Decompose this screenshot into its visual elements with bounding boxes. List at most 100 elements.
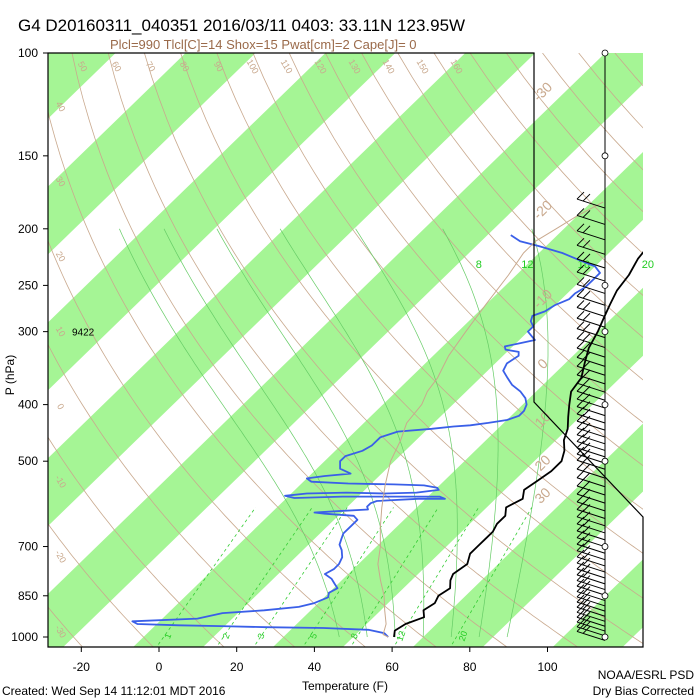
- calm-wind-circle: [601, 281, 609, 289]
- mixing-ratio-line: [156, 507, 256, 647]
- dry-adiabat-label: 50: [76, 60, 90, 74]
- wind-barb-flag: [576, 536, 585, 545]
- series-temperature-line: [393, 251, 643, 638]
- wind-barb-flag: [582, 580, 591, 589]
- moist-adiabat-line: [355, 228, 458, 638]
- wind-barb-flag: [582, 436, 591, 444]
- wind-barb-flag: [582, 557, 591, 566]
- wind-barb: [576, 214, 606, 225]
- wind-barb-flag: [582, 429, 591, 438]
- wind-barb-flag: [576, 609, 585, 618]
- wind-barb-flag: [582, 210, 591, 218]
- dry-adiabat-label: 10: [54, 325, 68, 339]
- wind-barb: [576, 459, 606, 470]
- mixing-ratio-line: [393, 507, 479, 647]
- wind-barb: [576, 468, 606, 479]
- dry-adiabat-line: [397, 53, 643, 339]
- moist-adiabat-label: 12: [521, 259, 533, 271]
- dry-adiabat-label: 90: [212, 60, 226, 74]
- dry-adiabat-label: 70: [144, 60, 158, 74]
- moist-adiabat-line: [279, 228, 425, 637]
- wind-barb-flag: [582, 415, 591, 424]
- wind-barb-flag: [582, 575, 591, 583]
- height-label: 9422: [72, 328, 95, 339]
- wind-barb-flag: [576, 251, 585, 260]
- wind-barb-flag: [576, 375, 585, 384]
- dry-adiabat-line: [48, 343, 296, 647]
- mixing-ratio-label: 20: [457, 630, 470, 643]
- chart-subtitle: Plcl=990 Tlcl[C]=14 Shox=15 Pwat[cm]=2 C…: [110, 37, 417, 52]
- chart-title: G4 D20160311_040351 2016/03/11 0403: 33.…: [18, 16, 465, 35]
- wind-barbs: [576, 49, 609, 641]
- wind-barb-flag: [576, 264, 585, 273]
- wind-barb-flag: [582, 442, 591, 451]
- wind-barb: [576, 198, 606, 209]
- wind-barb-flag: [576, 624, 585, 632]
- x-tick-label: 80: [463, 660, 477, 674]
- wind-barb-flag: [582, 596, 591, 605]
- wind-barb-flag: [582, 408, 591, 417]
- wind-barb-flag: [582, 532, 591, 541]
- created-timestamp: Created: Wed Sep 14 11:12:01 MDT 2016: [2, 684, 226, 698]
- dry-adiabat-label: 0: [55, 402, 66, 411]
- wind-barb-flag: [582, 606, 591, 615]
- calm-wind-circle: [601, 49, 609, 57]
- wind-barb-flag: [582, 360, 591, 369]
- moist-adiabat-line: [442, 228, 499, 638]
- dry-adiabat-label: 60: [110, 60, 124, 74]
- wind-barb: [576, 317, 606, 328]
- dry-adiabat-line: [180, 53, 643, 599]
- wind-barb-flag: [582, 480, 591, 489]
- isotherm-band: [412, 423, 643, 647]
- wind-barb: [576, 382, 606, 393]
- mixing-ratio-label: 8: [349, 632, 360, 640]
- sounding-series: [131, 201, 643, 638]
- wind-barb-flag: [576, 191, 585, 200]
- calm-wind-circle: [601, 457, 609, 465]
- mixing-ratio-line: [302, 507, 394, 647]
- moist-adiabat-line: [119, 228, 340, 638]
- wind-barb: [576, 244, 606, 255]
- plot-border: [47, 52, 644, 648]
- wind-barb-flag: [582, 463, 591, 472]
- wind-barb-flag: [582, 312, 591, 321]
- wind-barb: [576, 508, 606, 519]
- mixing-ratio-lines: [156, 507, 533, 647]
- dry-adiabat-line: [48, 239, 367, 647]
- y-tick-label: 400: [18, 398, 38, 412]
- wind-barb-flag: [582, 323, 591, 331]
- wind-barb: [576, 606, 606, 617]
- wind-barb-flag: [576, 310, 585, 319]
- moist-adiabat-line: [506, 228, 549, 638]
- calm-wind-circle: [601, 592, 609, 600]
- wind-barb: [576, 485, 606, 496]
- y-tick-label: 200: [18, 222, 38, 236]
- dry-adiabat-line: [216, 53, 643, 554]
- dry-adiabat-line: [325, 53, 643, 424]
- wind-barb-flag: [576, 567, 585, 576]
- wind-barb: [576, 390, 606, 401]
- wind-barb-flag: [576, 594, 585, 603]
- wind-barb: [576, 328, 606, 339]
- wind-barb: [576, 398, 606, 409]
- wind-barb-flag: [576, 604, 585, 613]
- wind-barb-flag: [576, 478, 585, 487]
- wind-barb: [576, 356, 606, 367]
- wind-barb-flag: [576, 573, 585, 581]
- moist-adiabat-line: [216, 228, 396, 637]
- wind-barb-flag: [582, 511, 591, 520]
- wind-barb-flag: [576, 584, 585, 592]
- isotherm-band: [48, 53, 256, 255]
- wind-barb: [576, 516, 606, 527]
- wind-barb: [576, 258, 606, 269]
- wind-barb-flag: [582, 290, 591, 299]
- x-axis-label: Temperature (F): [302, 679, 388, 693]
- wind-barb-flag: [576, 614, 585, 623]
- wind-barb-flag: [582, 193, 591, 202]
- x-tick-label: -20: [73, 660, 91, 674]
- wind-barb: [576, 283, 606, 294]
- wind-barb-flag: [576, 599, 585, 608]
- wind-barb-flag: [582, 369, 591, 378]
- isotherm-band: [48, 53, 536, 527]
- x-tick-label: 40: [308, 660, 322, 674]
